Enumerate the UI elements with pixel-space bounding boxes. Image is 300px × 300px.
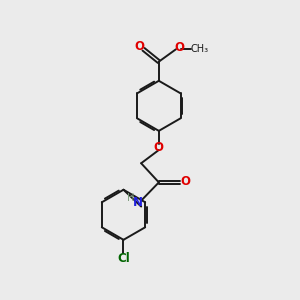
Text: CH₃: CH₃	[190, 44, 208, 54]
Text: N: N	[133, 196, 142, 208]
Text: H: H	[127, 193, 134, 203]
Text: O: O	[180, 175, 190, 188]
Text: O: O	[175, 41, 185, 54]
Text: Cl: Cl	[117, 252, 130, 265]
Text: O: O	[154, 141, 164, 154]
Text: O: O	[135, 40, 145, 53]
